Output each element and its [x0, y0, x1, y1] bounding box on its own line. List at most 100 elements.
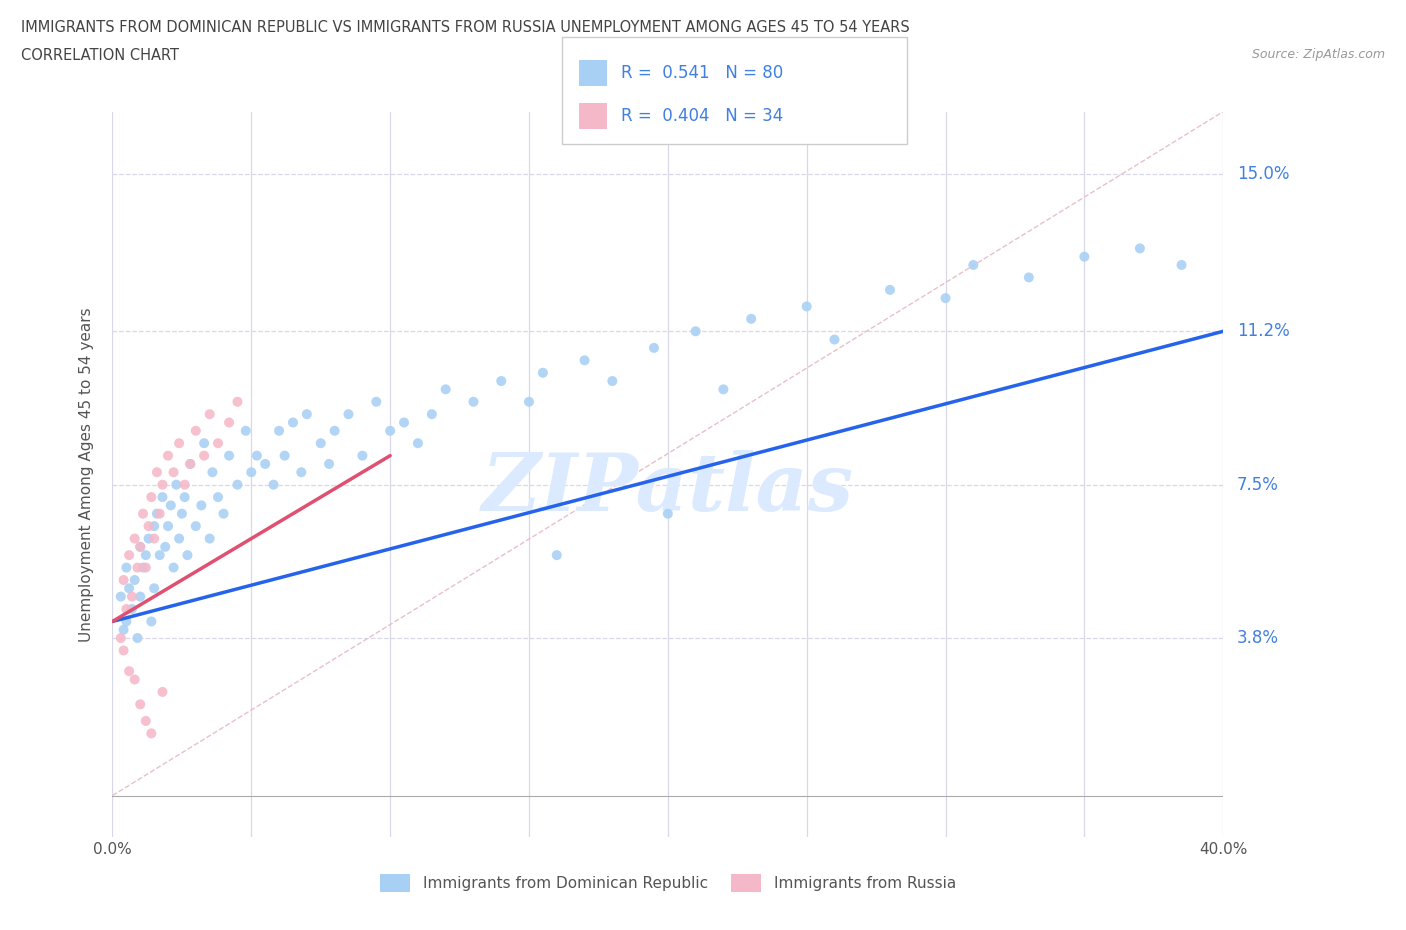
Point: [173, 477, 195, 492]
Point: [201, 465, 224, 480]
Point: [207, 490, 229, 505]
Point: [337, 406, 360, 421]
Point: [254, 457, 277, 472]
Point: [240, 465, 263, 480]
Point: [141, 490, 163, 505]
Point: [121, 602, 143, 617]
Point: [157, 519, 180, 534]
Point: [380, 423, 402, 438]
Point: [263, 477, 285, 492]
Point: [157, 448, 180, 463]
Point: [226, 394, 249, 409]
Point: [110, 631, 132, 645]
Point: [602, 374, 624, 389]
Point: [152, 490, 174, 505]
Y-axis label: Unemployment Among Ages 45 to 54 years: Unemployment Among Ages 45 to 54 years: [79, 307, 94, 642]
Point: [207, 436, 229, 451]
Point: [740, 312, 762, 326]
Point: [392, 415, 415, 430]
Point: [235, 423, 257, 438]
Point: [879, 283, 901, 298]
Point: [135, 548, 157, 563]
Point: [146, 506, 169, 521]
Point: [152, 684, 174, 699]
Point: [281, 415, 304, 430]
Point: [463, 394, 485, 409]
Point: [162, 560, 184, 575]
Point: [824, 332, 846, 347]
Point: [124, 531, 146, 546]
Point: [295, 406, 318, 421]
Point: [110, 589, 132, 604]
Point: [273, 448, 295, 463]
Point: [309, 436, 332, 451]
Point: [146, 465, 169, 480]
Text: R =  0.404   N = 34: R = 0.404 N = 34: [621, 107, 783, 125]
Point: [138, 531, 160, 546]
Point: [143, 531, 166, 546]
Point: [685, 324, 707, 339]
Point: [323, 423, 346, 438]
Point: [135, 713, 157, 728]
Point: [141, 614, 163, 629]
Point: [517, 394, 540, 409]
Point: [574, 352, 596, 367]
Point: [420, 406, 443, 421]
Point: [143, 519, 166, 534]
Point: [643, 340, 665, 355]
Point: [155, 539, 177, 554]
Point: [132, 560, 155, 575]
Point: [934, 291, 956, 306]
Point: [406, 436, 429, 451]
Point: [713, 382, 735, 397]
Point: [267, 423, 291, 438]
Point: [149, 506, 172, 521]
Text: 15.0%: 15.0%: [1237, 165, 1289, 183]
Point: [352, 448, 374, 463]
Point: [112, 643, 135, 658]
Point: [173, 490, 195, 505]
Text: R =  0.541   N = 80: R = 0.541 N = 80: [621, 63, 783, 82]
Point: [1129, 241, 1152, 256]
Point: [318, 457, 340, 472]
Point: [184, 423, 207, 438]
Point: [135, 560, 157, 575]
Point: [796, 299, 818, 313]
Point: [179, 457, 201, 472]
Point: [138, 519, 160, 534]
Point: [179, 457, 201, 472]
Text: 11.2%: 11.2%: [1237, 323, 1289, 340]
Point: [112, 573, 135, 588]
Legend: Immigrants from Dominican Republic, Immigrants from Russia: Immigrants from Dominican Republic, Immi…: [374, 868, 962, 898]
Point: [193, 436, 215, 451]
Point: [132, 506, 155, 521]
Point: [121, 589, 143, 604]
Point: [246, 448, 269, 463]
Point: [190, 498, 212, 512]
Point: [193, 448, 215, 463]
Point: [127, 631, 149, 645]
Point: [1170, 258, 1192, 272]
Point: [184, 519, 207, 534]
Point: [212, 506, 235, 521]
Point: [434, 382, 457, 397]
Point: [657, 506, 679, 521]
Point: [124, 672, 146, 687]
Point: [129, 539, 152, 554]
Point: [118, 664, 141, 679]
Point: [218, 448, 240, 463]
Point: [198, 406, 221, 421]
Point: [115, 614, 138, 629]
Point: [167, 436, 190, 451]
Point: [115, 560, 138, 575]
Text: 3.8%: 3.8%: [1237, 629, 1279, 647]
Point: [162, 465, 184, 480]
Point: [152, 477, 174, 492]
Text: IMMIGRANTS FROM DOMINICAN REPUBLIC VS IMMIGRANTS FROM RUSSIA UNEMPLOYMENT AMONG : IMMIGRANTS FROM DOMINICAN REPUBLIC VS IM…: [21, 20, 910, 35]
Point: [129, 539, 152, 554]
Point: [218, 415, 240, 430]
Text: CORRELATION CHART: CORRELATION CHART: [21, 48, 179, 63]
Point: [167, 531, 190, 546]
Point: [143, 581, 166, 596]
Point: [141, 726, 163, 741]
